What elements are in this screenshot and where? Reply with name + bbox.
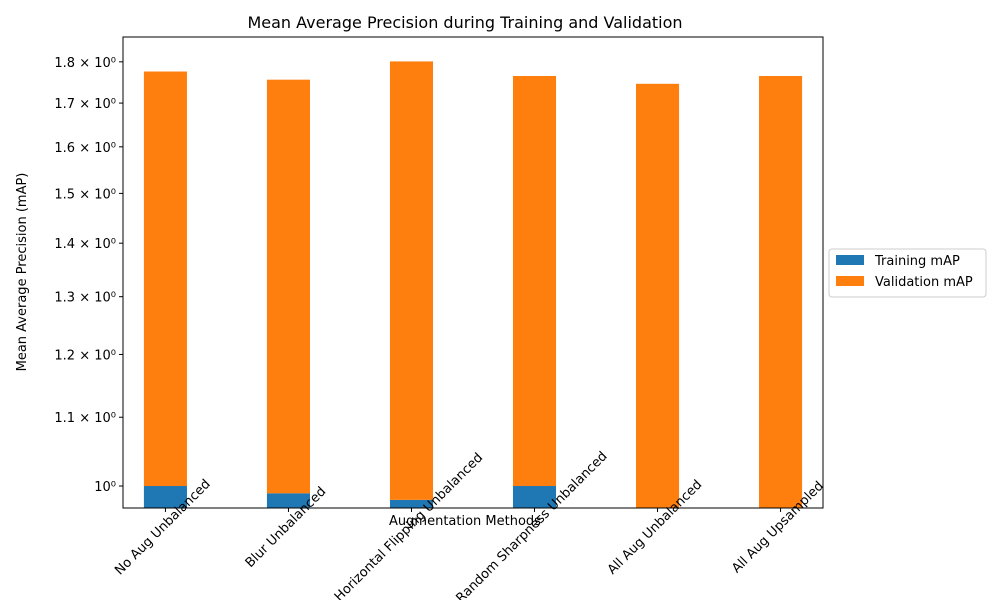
legend-swatch xyxy=(836,255,864,265)
bar xyxy=(512,75,557,487)
legend-box xyxy=(828,248,987,298)
chart-title: Mean Average Precision during Training a… xyxy=(247,13,682,32)
legend-label: Validation mAP xyxy=(875,275,973,290)
bar xyxy=(389,499,434,508)
y-tick-label: 1.4 × 10⁰ xyxy=(54,237,116,252)
y-tick-label: 1.8 × 10⁰ xyxy=(54,56,116,71)
y-axis-label: Mean Average Precision (mAP) xyxy=(15,173,30,372)
bar xyxy=(389,61,434,500)
x-axis-label: Augmentation Methods xyxy=(389,514,541,529)
bar xyxy=(143,71,187,487)
bar xyxy=(759,75,803,508)
y-tick-label: 1.7 × 10⁰ xyxy=(54,97,116,112)
legend-swatch xyxy=(836,276,864,286)
bar xyxy=(512,486,557,508)
y-tick-label: 1.2 × 10⁰ xyxy=(54,348,116,363)
bar xyxy=(266,79,310,494)
axes-frame xyxy=(122,36,824,509)
bar xyxy=(636,83,680,508)
y-tick-label: 1.6 × 10⁰ xyxy=(54,141,116,156)
y-tick-label: 10⁰ xyxy=(94,480,116,495)
y-tick-label: 1.1 × 10⁰ xyxy=(54,411,116,426)
y-tick-label: 1.3 × 10⁰ xyxy=(54,291,116,306)
bar xyxy=(266,493,310,508)
bar xyxy=(143,486,187,508)
legend-label: Training mAP xyxy=(874,254,960,269)
y-tick-label: 1.5 × 10⁰ xyxy=(54,187,116,202)
plot-area xyxy=(143,61,803,508)
